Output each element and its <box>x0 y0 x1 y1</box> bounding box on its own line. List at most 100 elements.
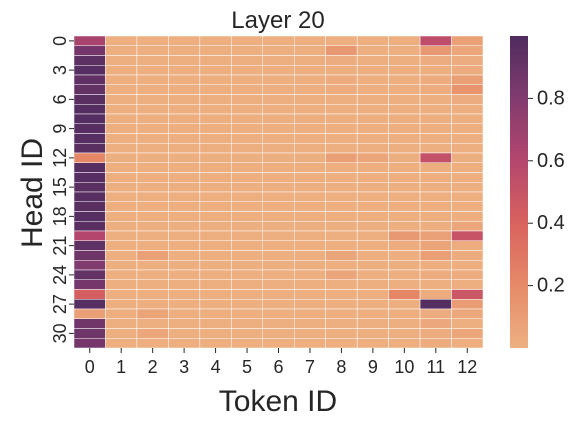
heatmap-cell <box>325 35 358 46</box>
x-tick-label: 3 <box>179 357 189 377</box>
heatmap-cell <box>325 74 358 85</box>
heatmap-cell <box>136 35 169 46</box>
heatmap-cell <box>419 211 452 222</box>
heatmap-cell <box>231 152 264 163</box>
heatmap-cell <box>231 143 264 154</box>
heatmap-cell <box>293 172 326 183</box>
heatmap-cell <box>136 211 169 222</box>
heatmap-cell <box>451 55 484 66</box>
heatmap-cell <box>293 279 326 290</box>
heatmap-cell <box>262 143 295 154</box>
heatmap-cell <box>136 338 169 349</box>
heatmap-cell <box>388 172 421 183</box>
heatmap-cell <box>73 279 106 290</box>
heatmap-cell <box>325 182 358 193</box>
heatmap-cell <box>231 182 264 193</box>
heatmap-cell <box>105 84 138 95</box>
heatmap-cell <box>105 308 138 319</box>
heatmap-cell <box>231 211 264 222</box>
heatmap-cell <box>199 123 232 134</box>
heatmap-cell <box>262 250 295 261</box>
heatmap-cell <box>356 45 389 56</box>
heatmap-cell <box>419 65 452 76</box>
heatmap-cell <box>262 65 295 76</box>
colorbar-tick-label: 0.4 <box>537 212 565 234</box>
heatmap-cell <box>199 211 232 222</box>
heatmap-cell <box>325 104 358 115</box>
heatmap-cell <box>293 45 326 56</box>
heatmap-cell <box>136 55 169 66</box>
heatmap-cell <box>231 221 264 232</box>
heatmap-cell <box>325 133 358 144</box>
heatmap-cell <box>136 133 169 144</box>
heatmap-cell <box>262 240 295 251</box>
heatmap-cell <box>262 123 295 134</box>
heatmap-cell <box>168 152 201 163</box>
heatmap-cell <box>293 328 326 339</box>
heatmap-cell <box>73 240 106 251</box>
heatmap-cell <box>105 55 138 66</box>
heatmap-cell <box>293 84 326 95</box>
heatmap-cell <box>199 152 232 163</box>
heatmap-cell <box>356 191 389 202</box>
heatmap-cell <box>231 191 264 202</box>
x-tick-label: 11 <box>426 357 445 377</box>
heatmap-cell <box>199 172 232 183</box>
heatmap-cell <box>419 201 452 212</box>
heatmap-cell <box>293 230 326 241</box>
heatmap-cell <box>168 260 201 271</box>
heatmap-cell <box>419 182 452 193</box>
heatmap-cell <box>451 74 484 85</box>
heatmap-cell <box>388 260 421 271</box>
heatmap-cell <box>356 211 389 222</box>
y-tick-label: 9 <box>50 124 70 134</box>
heatmap-cell <box>388 74 421 85</box>
heatmap-cell <box>419 74 452 85</box>
heatmap-cell <box>199 35 232 46</box>
heatmap-cell <box>199 328 232 339</box>
heatmap-cell <box>262 84 295 95</box>
y-tick-label: 21 <box>50 236 70 256</box>
heatmap-cell <box>388 221 421 232</box>
heatmap-cell <box>136 221 169 232</box>
heatmap-cell <box>388 133 421 144</box>
heatmap-cell <box>136 289 169 300</box>
heatmap-cell <box>262 221 295 232</box>
heatmap-cell <box>262 182 295 193</box>
heatmap-cell <box>105 104 138 115</box>
heatmap-cell <box>356 182 389 193</box>
heatmap-cell <box>325 328 358 339</box>
heatmap-cell <box>73 133 106 144</box>
heatmap-cell <box>419 143 452 154</box>
heatmap-cell <box>262 94 295 105</box>
heatmap-cell <box>231 308 264 319</box>
heatmap-cell <box>419 240 452 251</box>
heatmap-cell <box>73 182 106 193</box>
heatmap-cell <box>451 318 484 329</box>
heatmap-cell <box>199 279 232 290</box>
heatmap-cell <box>168 45 201 56</box>
heatmap-cell <box>168 191 201 202</box>
heatmap-cell <box>325 65 358 76</box>
heatmap-cell <box>388 94 421 105</box>
heatmap-cell <box>293 143 326 154</box>
heatmap-cell <box>136 250 169 261</box>
heatmap-cell <box>262 45 295 56</box>
heatmap-cell <box>136 143 169 154</box>
heatmap-cell <box>325 269 358 280</box>
heatmap-cell <box>105 94 138 105</box>
heatmap-cell <box>325 221 358 232</box>
heatmap-cell <box>388 318 421 329</box>
heatmap-cell <box>73 35 106 46</box>
y-tick-label: 27 <box>50 294 70 314</box>
heatmap-cell <box>199 133 232 144</box>
heatmap-cell <box>231 230 264 241</box>
y-tick-label: 6 <box>50 94 70 104</box>
heatmap-cell <box>136 269 169 280</box>
heatmap-cell <box>262 308 295 319</box>
heatmap-cell <box>388 55 421 66</box>
heatmap-cell <box>325 94 358 105</box>
x-tick-label: 4 <box>211 357 221 377</box>
heatmap-cell <box>325 230 358 241</box>
heatmap-cell <box>199 338 232 349</box>
